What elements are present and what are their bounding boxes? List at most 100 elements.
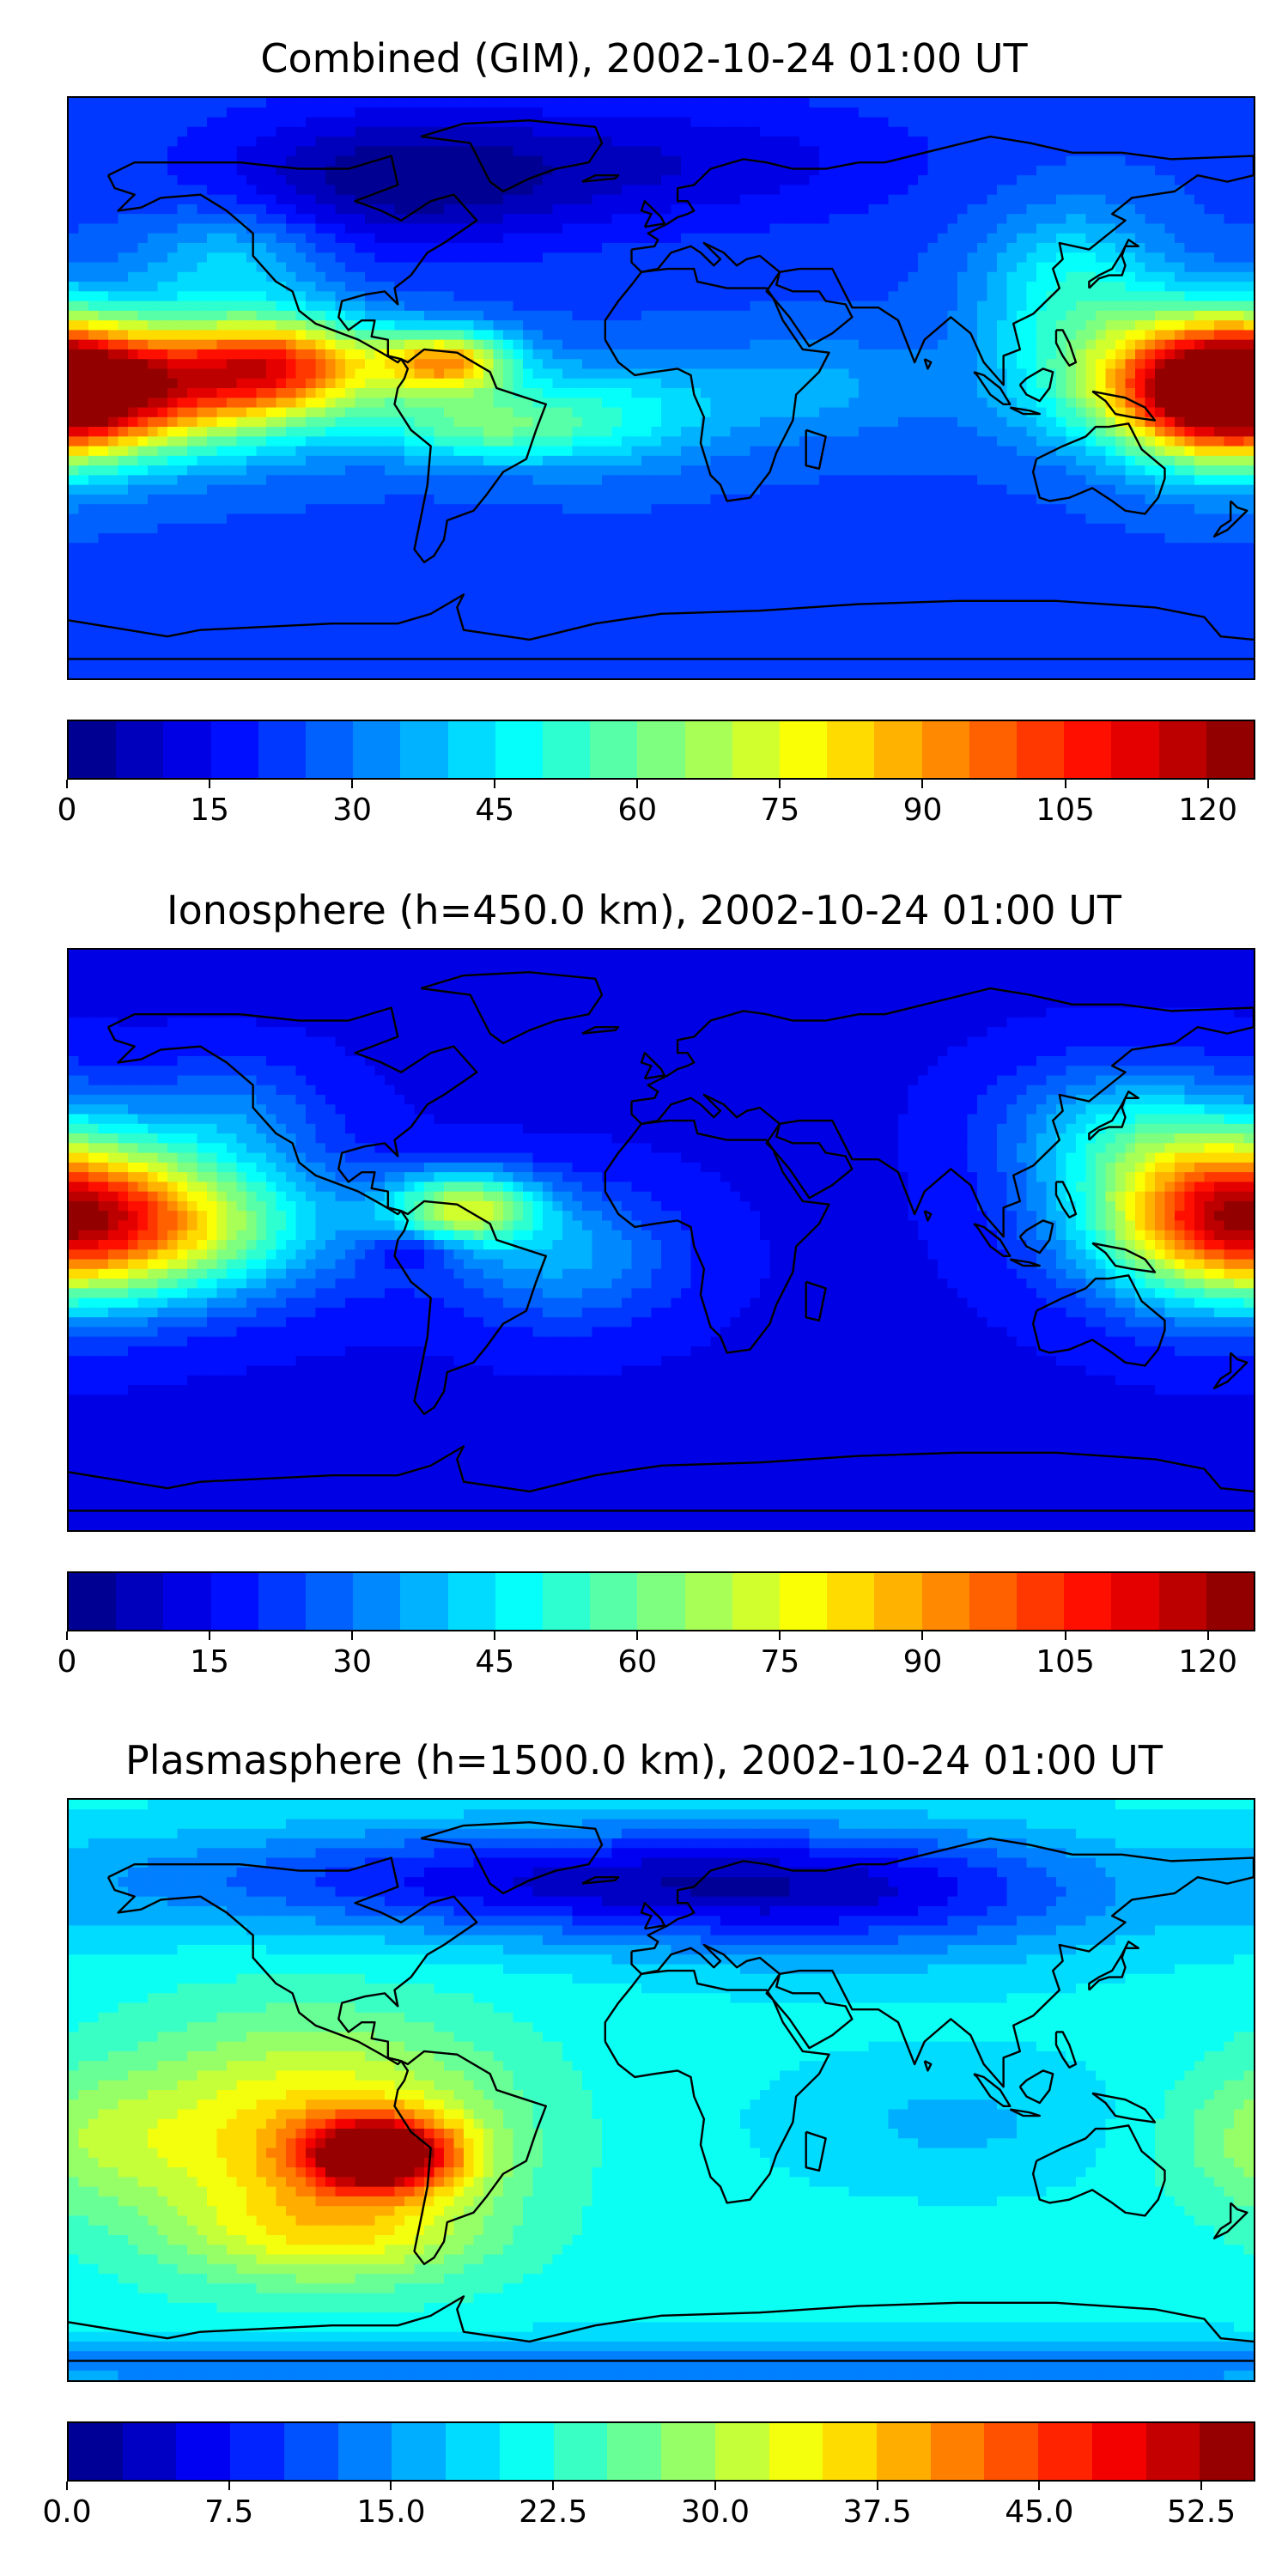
field-cell bbox=[987, 126, 998, 137]
field-cell bbox=[1164, 427, 1176, 437]
field-cell bbox=[848, 185, 860, 196]
field-cell bbox=[681, 378, 692, 389]
field-cell bbox=[572, 310, 583, 321]
field-cell bbox=[1046, 146, 1057, 157]
field-cell bbox=[177, 398, 188, 409]
field-cell bbox=[434, 107, 445, 118]
field-cell bbox=[246, 484, 258, 495]
field-cell bbox=[592, 107, 603, 118]
field-cell bbox=[424, 126, 435, 137]
field-cell bbox=[118, 310, 129, 321]
field-cell bbox=[355, 165, 366, 176]
field-cell bbox=[522, 175, 534, 185]
field-cell bbox=[868, 359, 879, 370]
field-cell bbox=[720, 185, 732, 196]
field-cell bbox=[631, 388, 642, 398]
field-cell bbox=[543, 137, 554, 147]
field-cell bbox=[1194, 378, 1206, 389]
field-cell bbox=[285, 126, 297, 137]
field-cell bbox=[335, 233, 346, 244]
field-cell bbox=[908, 301, 919, 312]
field-cell bbox=[552, 339, 563, 350]
field-cell bbox=[1085, 155, 1097, 167]
field-cell bbox=[197, 320, 208, 331]
field-cell bbox=[750, 301, 761, 312]
field-cell bbox=[740, 484, 751, 495]
field-cell bbox=[226, 243, 238, 253]
field-cell bbox=[918, 155, 929, 167]
field-cell bbox=[513, 165, 524, 176]
field-cell bbox=[710, 291, 721, 302]
field-cell bbox=[592, 436, 603, 447]
field-cell bbox=[581, 165, 593, 176]
field-cell bbox=[1076, 330, 1087, 341]
field-cell bbox=[246, 98, 258, 108]
field-cell bbox=[385, 465, 396, 476]
field-cell bbox=[483, 339, 495, 350]
field-cell bbox=[513, 137, 524, 147]
field-cell bbox=[987, 416, 998, 428]
field-cell bbox=[325, 339, 337, 350]
field-cell bbox=[750, 398, 761, 409]
field-cell bbox=[1194, 436, 1206, 447]
field-cell bbox=[967, 214, 978, 225]
field-cell bbox=[1036, 436, 1048, 447]
field-cell bbox=[888, 475, 899, 486]
field-cell bbox=[385, 282, 396, 292]
field-cell bbox=[522, 349, 534, 360]
field-cell bbox=[1006, 117, 1018, 128]
field-cell bbox=[463, 282, 475, 292]
field-cell bbox=[1076, 233, 1087, 244]
field-cell bbox=[1125, 349, 1136, 360]
field-cell bbox=[1017, 107, 1028, 118]
field-cell bbox=[1174, 146, 1186, 157]
field-cell bbox=[1214, 194, 1225, 205]
field-cell bbox=[1184, 98, 1195, 108]
field-cell bbox=[335, 465, 346, 476]
field-cell bbox=[355, 436, 366, 447]
field-cell bbox=[1224, 368, 1235, 380]
field-cell bbox=[1115, 436, 1127, 447]
field-cell bbox=[1096, 301, 1107, 312]
field-cell bbox=[483, 436, 495, 447]
field-cell bbox=[848, 155, 860, 167]
field-cell bbox=[799, 271, 811, 283]
field-cell bbox=[839, 427, 850, 437]
field-cell bbox=[107, 155, 119, 167]
field-cell bbox=[453, 416, 465, 428]
field-cell bbox=[236, 282, 247, 292]
field-cell bbox=[424, 368, 435, 380]
field-cell bbox=[996, 320, 1008, 331]
field-cell bbox=[197, 436, 208, 447]
field-cell bbox=[1194, 175, 1206, 185]
field-cell bbox=[622, 98, 633, 108]
field-cell bbox=[493, 185, 504, 196]
field-cell bbox=[295, 175, 307, 185]
field-cell bbox=[434, 175, 445, 185]
field-cell bbox=[720, 301, 732, 312]
field-cell bbox=[750, 407, 761, 418]
field-cell bbox=[878, 194, 890, 205]
field-cell bbox=[1115, 204, 1127, 215]
field-cell bbox=[759, 146, 771, 157]
field-cell bbox=[967, 271, 978, 283]
field-cell bbox=[581, 271, 593, 283]
field-cell bbox=[759, 359, 771, 370]
field-cell bbox=[1055, 484, 1067, 495]
field-cell bbox=[602, 388, 613, 398]
field-cell bbox=[859, 107, 870, 118]
field-cell bbox=[602, 359, 613, 370]
field-cell bbox=[463, 137, 475, 147]
field-cell bbox=[957, 427, 969, 437]
field-cell bbox=[868, 107, 879, 118]
field-cell bbox=[809, 252, 820, 264]
field-cell bbox=[769, 436, 781, 447]
field-cell bbox=[947, 378, 958, 389]
field-cell bbox=[918, 243, 929, 253]
field-cell bbox=[187, 465, 198, 476]
field-cell bbox=[522, 146, 534, 157]
field-cell bbox=[947, 436, 958, 447]
field-cell bbox=[88, 378, 100, 389]
field-cell bbox=[306, 233, 317, 244]
field-cell bbox=[226, 214, 238, 225]
